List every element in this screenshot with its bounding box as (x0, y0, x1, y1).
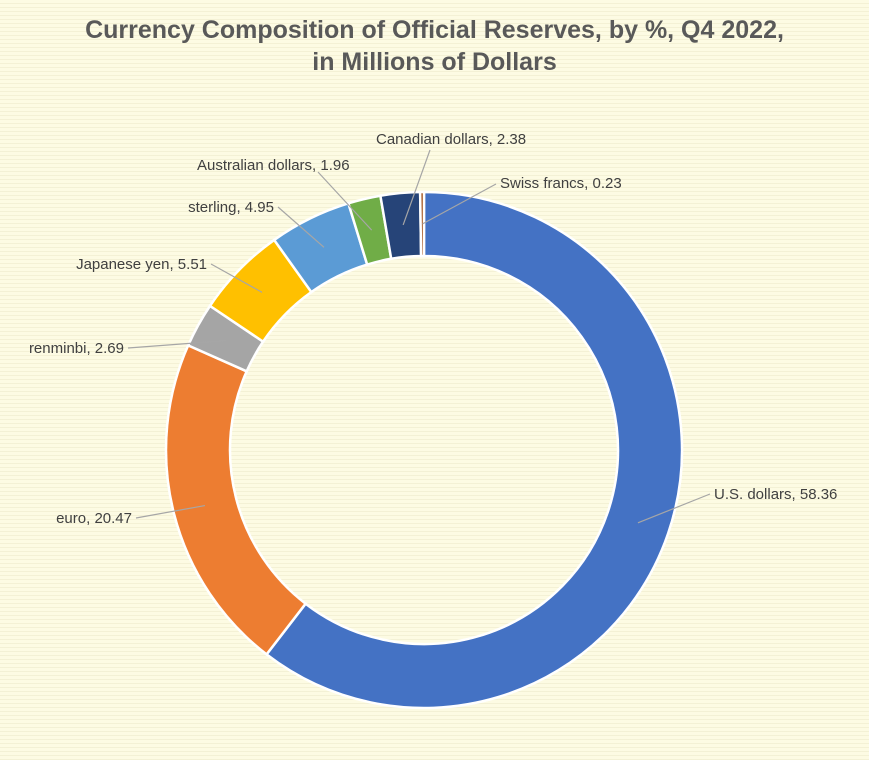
leader-line-swiss-francs (422, 183, 497, 225)
slice-u-s-dollars (264, 190, 684, 710)
data-label-u-s-dollars: U.S. dollars, 58.36 (714, 486, 837, 503)
data-label-japanese-yen: Japanese yen, 5.51 (76, 256, 207, 273)
data-label-renminbi: renminbi, 2.69 (29, 340, 124, 357)
leader-line-renminbi (127, 340, 227, 349)
leader-line-japanese-yen (210, 263, 263, 293)
slice-euro (164, 343, 308, 657)
chart-title-line-2: in Millions of Dollars (312, 48, 557, 76)
data-label-australian-dollars: Australian dollars, 1.96 (197, 157, 350, 174)
leader-line-euro (135, 504, 206, 519)
leader-line-u-s-dollars (637, 493, 711, 524)
data-label-euro: euro, 20.47 (56, 510, 132, 527)
leader-line-sterling (277, 206, 325, 248)
slice-swiss-francs (418, 190, 426, 258)
data-label-swiss-francs: Swiss francs, 0.23 (500, 175, 622, 192)
data-label-canadian-dollars: Canadian dollars, 2.38 (376, 131, 526, 148)
data-label-sterling: sterling, 4.95 (188, 199, 274, 216)
leader-line-canadian-dollars (402, 149, 431, 226)
leader-line-australian-dollars (317, 171, 373, 231)
chart-title-line-1: Currency Composition of Official Reserve… (85, 16, 784, 44)
